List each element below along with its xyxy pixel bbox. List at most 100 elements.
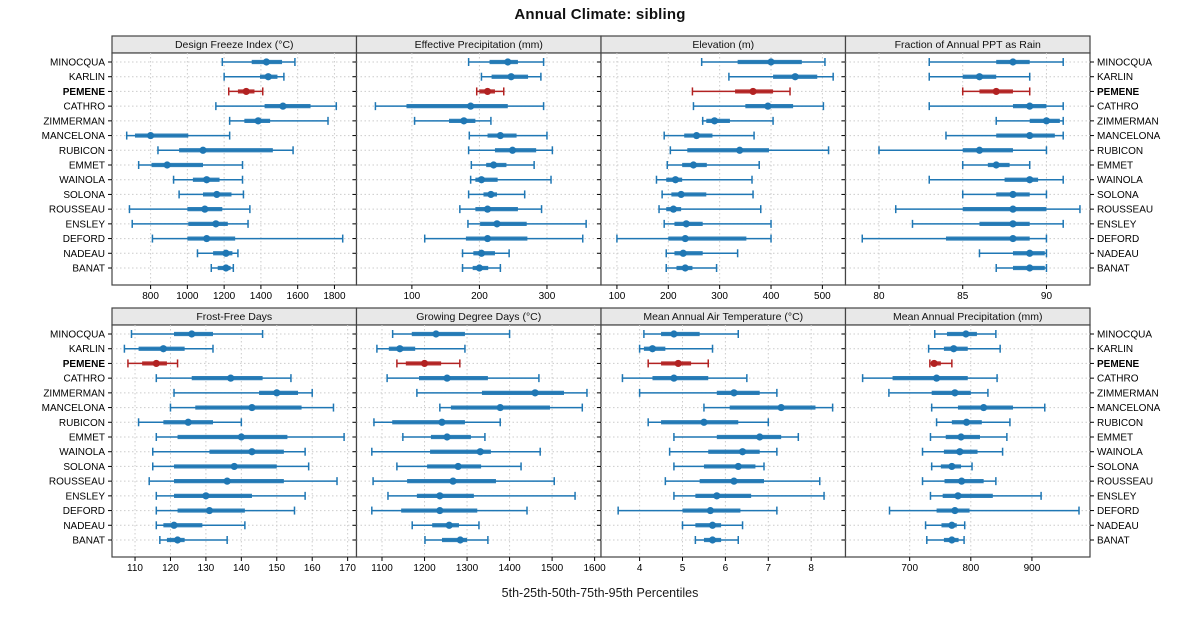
median-dot [443, 374, 451, 382]
percentile-row-rubicon [467, 146, 554, 155]
percentile-row-cathro [374, 102, 545, 111]
x-tick-label: 80 [873, 291, 885, 302]
median-dot [212, 220, 220, 228]
percentile-row-minocqua [643, 330, 740, 338]
median-dot [188, 330, 196, 338]
median-dot [264, 73, 272, 81]
percentile-row-cathro [621, 374, 748, 383]
median-dot [493, 220, 501, 228]
median-dot [648, 345, 657, 353]
panel-mean-annual-air-temperature-c: Mean Annual Air Temperature (°C) 4 5 6 7 8 [597, 307, 847, 574]
x-tick-label: 900 [1024, 563, 1041, 574]
median-dot [443, 433, 451, 441]
percentile-row-karlin [638, 344, 714, 353]
median-dot [1009, 234, 1017, 243]
median-dot [767, 58, 775, 66]
percentile-row-mancelona [945, 131, 1064, 140]
percentile-row-banat [210, 264, 235, 272]
x-tick-label: 1600 [287, 291, 310, 302]
percentile-row-nadeau [411, 521, 480, 530]
median-dot [956, 448, 964, 456]
percentile-row-karlin [480, 72, 542, 81]
median-dot [932, 374, 941, 382]
percentile-row-pemene [691, 87, 791, 96]
median-dot [734, 462, 742, 471]
percentile-row-banat [461, 264, 502, 272]
median-dot [184, 418, 192, 426]
x-tick-label: 300 [711, 291, 728, 302]
percentile-row-wainola [928, 175, 1064, 184]
percentile-row-minocqua [391, 330, 511, 338]
percentile-row-rousseau [128, 205, 251, 214]
x-tick-label: 8 [808, 563, 814, 574]
chart-title: Annual Climate: sibling [514, 6, 686, 23]
x-tick-label: 1600 [583, 563, 606, 574]
median-dot [708, 521, 717, 529]
site-label-right-zimmerman: ZIMMERMAN [1097, 388, 1159, 399]
site-label-left-ensley: ENSLEY [66, 491, 106, 502]
site-label-left-pemene: PEMENE [63, 359, 106, 370]
x-tick-label: 100 [609, 291, 626, 302]
x-tick-label: 150 [268, 563, 285, 574]
site-label-right-deford: DEFORD [1097, 234, 1139, 245]
median-dot [173, 536, 182, 544]
median-dot [713, 492, 721, 500]
percentile-row-wainola [152, 447, 306, 456]
percentile-row-minocqua [700, 58, 826, 66]
site-label-left-zimmerman: ZIMMERMAN [43, 116, 105, 127]
percentile-row-emmet [961, 161, 1031, 169]
percentile-row-nadeau [461, 249, 510, 258]
median-dot [950, 345, 958, 353]
median-dot [445, 521, 453, 529]
panel-design-freeze-index-c: Design Freeze Index (°C) 800 1000 1200 1400 1… [108, 35, 358, 302]
x-tick-label: 170 [339, 563, 356, 574]
site-label-left-emmet: EMMET [69, 433, 105, 444]
x-tick-label: 300 [539, 291, 556, 302]
percentile-row-ensley [155, 491, 306, 500]
site-label-right-cathro: CATHRO [1097, 374, 1139, 385]
site-label-left-nadeau: NADEAU [63, 521, 105, 532]
x-tick-label: 1100 [371, 563, 393, 574]
site-label-left-minocqua: MINOCQUA [50, 330, 105, 341]
site-label-right-zimmerman: ZIMMERMAN [1097, 116, 1159, 127]
percentile-row-ensley [467, 219, 587, 228]
percentile-row-cathro [928, 102, 1064, 111]
site-label-right-solona: SOLONA [1097, 190, 1139, 201]
x-tick-label: 500 [814, 291, 831, 302]
percentile-row-rousseau [664, 477, 821, 486]
site-label-right-mancelona: MANCELONA [1097, 131, 1161, 142]
percentile-row-zimmerman [173, 388, 313, 397]
site-label-left-ensley: ENSLEY [66, 219, 106, 230]
percentile-row-emmet [929, 433, 1008, 441]
median-dot [230, 462, 238, 471]
percentile-row-emmet [155, 433, 345, 441]
median-dot [262, 58, 271, 66]
median-dot [227, 374, 235, 382]
percentile-row-ensley [131, 219, 249, 228]
site-label-left-solona: SOLONA [63, 190, 105, 201]
percentile-row-mancelona [125, 131, 231, 140]
site-label-right-nadeau: NADEAU [1097, 249, 1139, 260]
site-label-left-deford: DEFORD [63, 506, 105, 517]
median-dot [477, 249, 486, 257]
site-label-right-solona: SOLONA [1097, 462, 1139, 473]
percentile-row-wainola [172, 175, 244, 184]
percentile-row-pemene [475, 87, 505, 96]
median-dot [147, 131, 155, 140]
median-dot [202, 492, 210, 500]
percentile-row-solona [961, 190, 1048, 199]
percentile-row-nadeau [978, 249, 1048, 258]
site-label-left-karlin: KARLIN [69, 72, 105, 83]
median-dot [957, 433, 965, 441]
median-dot [222, 264, 230, 272]
panel-title: Growing Degree Days (°C) [416, 311, 541, 323]
panel-title: Mean Annual Precipitation (mm) [893, 311, 1042, 323]
percentile-row-minocqua [933, 330, 997, 338]
median-dot [436, 506, 444, 515]
median-dot [700, 418, 708, 426]
median-dot [159, 345, 167, 353]
percentile-row-pemene [396, 359, 461, 368]
percentile-row-emmet [666, 161, 760, 169]
percentile-row-rubicon [935, 418, 1011, 427]
median-dot [454, 462, 462, 471]
